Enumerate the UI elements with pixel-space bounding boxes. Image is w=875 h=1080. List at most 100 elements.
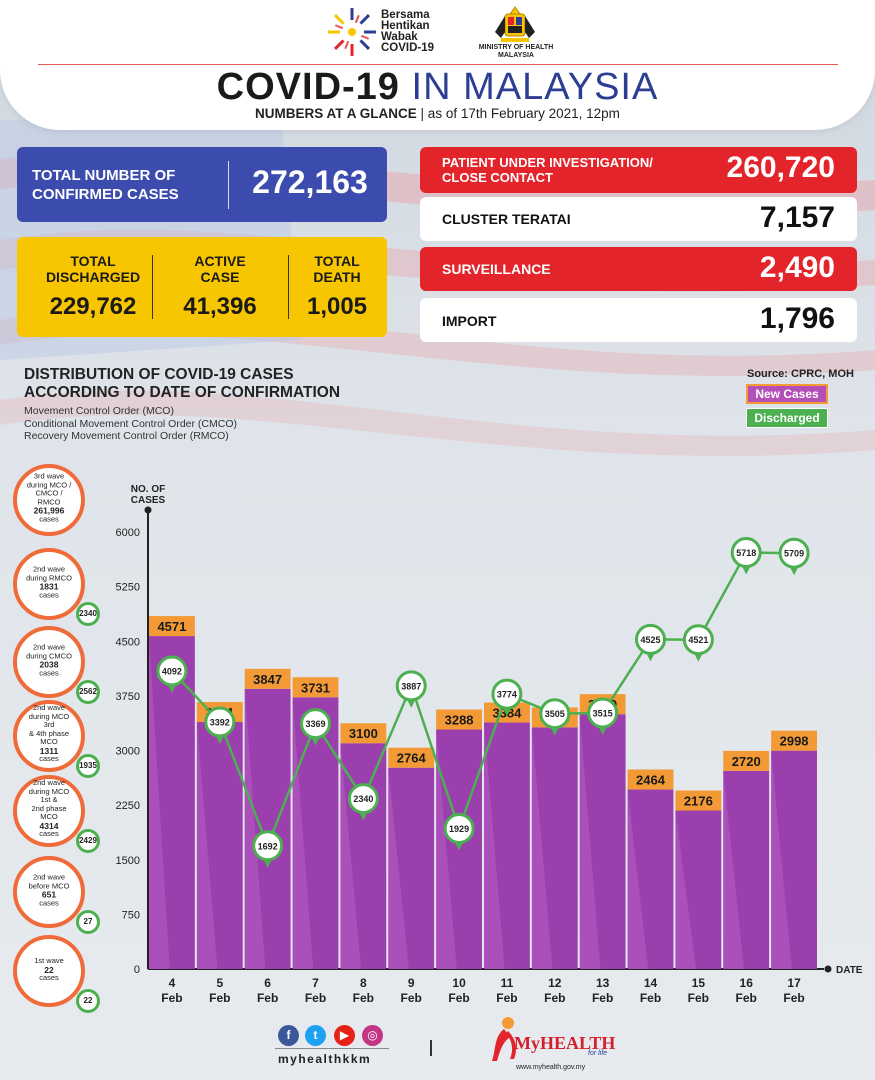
instagram-icon[interactable]: ◎ <box>362 1025 383 1046</box>
discharged-value-label: 5709 <box>784 549 804 559</box>
death-value: 1,005 <box>306 293 368 320</box>
x-tick-label: 10 <box>452 976 466 990</box>
wave-label: cases <box>39 513 59 523</box>
wave-label: during MCO / <box>26 479 72 489</box>
new-cases-value-label: 3100 <box>349 726 378 741</box>
footer-separator <box>430 1040 432 1056</box>
wave-label: 2nd wave <box>32 702 66 712</box>
bar-label-bg <box>388 747 435 768</box>
bar-highlight <box>292 697 314 969</box>
bar-highlight <box>531 727 553 969</box>
wave-circle: 2nd wave during MCO 1st & 2nd phase MCO 431… <box>13 775 85 847</box>
wave-case-count: 22 <box>44 964 54 975</box>
discharged-value-label: 5718 <box>736 548 756 558</box>
wave-label: during MCO 1st & <box>28 786 70 804</box>
y-axis-title: NO. OF <box>131 484 165 495</box>
x-tick-sublabel: Feb <box>448 991 469 1005</box>
discharged-marker <box>347 783 379 815</box>
discharged-marker <box>778 537 810 569</box>
wave-label: 2nd wave <box>32 777 66 787</box>
confirmed-cases-label: TOTAL NUMBER OF CONFIRMED CASES <box>32 167 179 203</box>
bar-label-bg <box>771 730 817 751</box>
bar-highlight <box>627 789 649 969</box>
bar-label-bg <box>675 790 722 811</box>
page-subtitle: NUMBERS AT A GLANCE | as of 17th Februar… <box>255 106 620 121</box>
youtube-icon[interactable]: ▶ <box>334 1025 355 1046</box>
pui-box: PATIENT UNDER INVESTIGATION/CLOSE CONTAC… <box>420 147 857 193</box>
x-tick-label: 8 <box>360 976 367 990</box>
x-tick-sublabel: Feb <box>496 991 517 1005</box>
discharged-marker <box>539 698 571 730</box>
active-stat: ACTIVE CASE 41,396 <box>159 253 281 321</box>
header-panel <box>0 0 875 130</box>
wave-circle: 2nd wave before MCO 651 cases <box>13 856 85 928</box>
bar-label-bg <box>627 769 674 790</box>
bar-highlight <box>771 750 792 969</box>
bar-highlight <box>196 722 218 969</box>
discharged-marker <box>395 670 427 702</box>
header-divider <box>38 64 838 65</box>
x-axis-end-dot <box>824 965 832 973</box>
facebook-icon[interactable]: f <box>278 1025 299 1046</box>
myhealth-figure-icon <box>492 1017 516 1061</box>
social-handle[interactable]: myhealthkkm <box>278 1052 372 1066</box>
x-tick-label: 14 <box>644 976 658 990</box>
twitter-icon[interactable]: t <box>305 1025 326 1046</box>
new-cases-value-label: 2464 <box>636 773 666 788</box>
surveillance-box: SURVEILLANCE 2,490 <box>420 247 857 291</box>
campaign-logo-text: Bersama Hentikan Wabak COVID-19 <box>381 9 435 54</box>
x-tick-label: 16 <box>740 976 754 990</box>
x-tick-label: 11 <box>501 976 514 990</box>
wave-discharged-badge: 22 <box>76 989 100 1013</box>
new-cases-value-label: 2176 <box>684 794 713 809</box>
wave-case-count: 261,996 <box>33 505 65 516</box>
x-tick-label: 13 <box>596 976 610 990</box>
x-tick-sublabel: Feb <box>257 991 278 1005</box>
x-tick-sublabel: Feb <box>736 991 757 1005</box>
pui-value: 260,720 <box>726 151 835 184</box>
discharged-value-label: 3392 <box>210 717 230 727</box>
wave-discharged-badge: 2340 <box>76 602 100 626</box>
discharged-marker <box>635 623 666 655</box>
bar-highlight <box>484 722 505 969</box>
wave-circle: 2nd wave during MCO 3rd & 4th phase MCO 131… <box>13 700 85 772</box>
bar-highlight <box>244 688 266 969</box>
wave-label: 2nd wave <box>32 642 66 652</box>
discharged-value-label: 3369 <box>305 719 325 729</box>
bar-label-bg <box>244 668 291 689</box>
discharged-marker <box>682 624 714 656</box>
confirmed-cases-box: TOTAL NUMBER OF CONFIRMED CASES 272,163 <box>17 147 387 222</box>
bar-label-bg <box>723 750 770 771</box>
wave-label: & 4th phase MCO <box>28 728 70 746</box>
active-value: 41,396 <box>183 293 257 320</box>
new-cases-value-label: 2764 <box>397 751 427 766</box>
wave-discharged-badge: 2429 <box>76 829 100 853</box>
pui-label: PATIENT UNDER INVESTIGATION/CLOSE CONTAC… <box>442 155 653 185</box>
x-tick-sublabel: Feb <box>161 991 182 1005</box>
bar-highlight <box>675 810 697 969</box>
discharged-value-label: 3774 <box>497 690 517 700</box>
wave-label: 2nd phase MCO <box>31 803 67 821</box>
discharged-marker <box>730 537 762 569</box>
discharged-value-label: 2340 <box>353 794 373 804</box>
discharged-marker <box>443 813 475 845</box>
discharged-value-label: 4525 <box>640 635 660 645</box>
y-tick-label: 3000 <box>116 746 140 758</box>
new-cases-value-label: 4571 <box>157 619 186 634</box>
bar-highlight <box>388 767 409 969</box>
discharged-value-label: 4092 <box>162 666 182 676</box>
discharged-marker <box>252 830 284 862</box>
discharged-marker <box>300 708 331 740</box>
cluster-teratai-label: CLUSTER TERATAI <box>442 211 571 227</box>
wave-case-count: 2038 <box>39 659 59 670</box>
discharged-value-label: 1692 <box>258 841 278 851</box>
myhealth-url[interactable]: www.myhealth.gov.my <box>516 1064 586 1071</box>
y-axis-title: CASES <box>131 495 166 506</box>
wave-label: cases <box>39 590 59 600</box>
x-tick-sublabel: Feb <box>544 991 565 1005</box>
wave-case-count: 1311 <box>39 745 59 756</box>
bar-label-bg <box>436 709 482 730</box>
wave-label: cases <box>39 898 59 908</box>
discharged-marker <box>587 697 619 729</box>
wave-label: 2nd wave <box>32 564 66 574</box>
